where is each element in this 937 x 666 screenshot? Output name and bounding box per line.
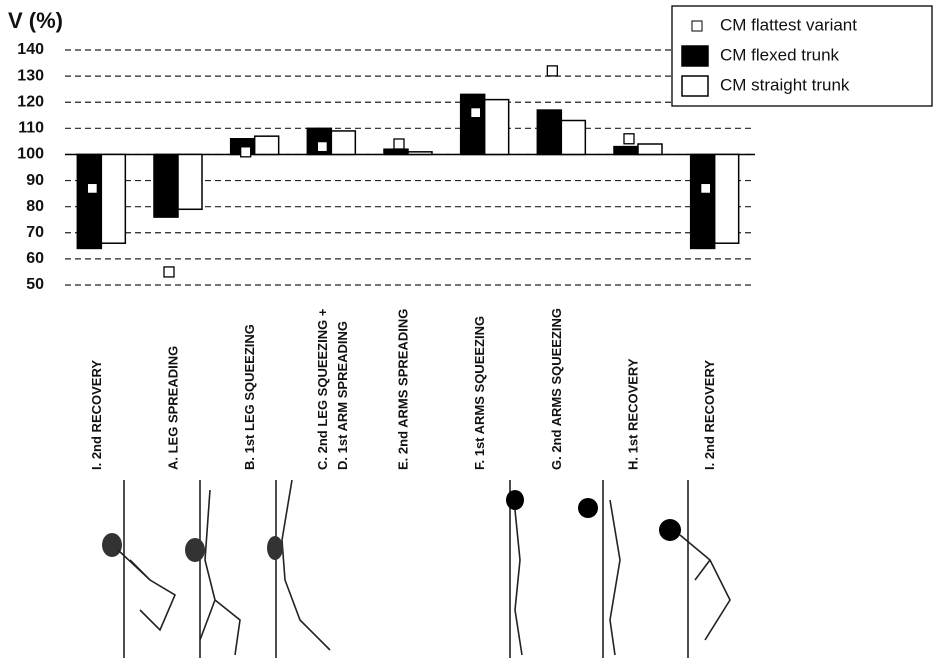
x-tick-label: D. 1st ARM SPREADING [335, 321, 350, 470]
legend-swatch [682, 46, 708, 66]
y-tick-label: 50 [26, 276, 44, 293]
x-tick-label: C. 2nd LEG SQUEEZING + [315, 308, 330, 470]
legend-label: CM flattest variant [720, 15, 857, 34]
x-tick-label: I. 2nd RECOVERY [702, 360, 717, 470]
legend-swatch [692, 21, 702, 31]
legend-swatch [682, 76, 708, 96]
y-tick-label: 90 [26, 172, 44, 189]
bar [178, 154, 202, 209]
marker [547, 66, 557, 76]
marker [701, 183, 711, 193]
legend-label: CM flexed trunk [720, 45, 840, 64]
y-tick-label: 60 [26, 250, 44, 267]
x-tick-label: F. 1st ARMS SQUEEZING [472, 316, 487, 470]
y-tick-label: 70 [26, 224, 44, 241]
legend: CM flattest variant CM flexed trunk CM str… [672, 6, 932, 106]
x-tick-label: A. LEG SPREADING [165, 346, 180, 470]
bar [384, 149, 408, 154]
bar [331, 131, 355, 155]
marker [241, 147, 251, 157]
marker [87, 183, 97, 193]
x-tick-label: I. 2nd RECOVERY [89, 360, 104, 470]
x-tick-label: E. 2nd ARMS SPREADING [395, 309, 410, 470]
y-tick-label: 130 [17, 67, 44, 84]
bar [537, 110, 561, 154]
chart: V (%) 50 60 70 80 90 100 110 120 130 140 I. 2nd RE… [0, 0, 937, 661]
y-tick-label: 100 [17, 146, 44, 163]
bar [77, 154, 101, 248]
bar [638, 144, 662, 154]
y-tick-label: 140 [17, 41, 44, 58]
bar [101, 154, 125, 243]
x-tick-label: B. 1st LEG SQUEEZING [242, 324, 257, 470]
x-tick-label: G. 2nd ARMS SQUEEZING [549, 308, 564, 470]
swimmer-figures [102, 480, 730, 658]
legend-label: CM straight trunk [720, 75, 850, 94]
bar [255, 136, 279, 154]
y-tick-label: 80 [26, 198, 44, 215]
bar [614, 147, 638, 155]
y-tick-label: 120 [17, 93, 44, 110]
bar [691, 154, 715, 248]
bar [485, 100, 509, 155]
bar [154, 154, 178, 217]
x-tick-label: H. 1st RECOVERY [625, 358, 640, 470]
bar [561, 121, 585, 155]
bar [408, 152, 432, 155]
marker [317, 142, 327, 152]
marker [624, 134, 634, 144]
marker [471, 108, 481, 118]
bar [461, 94, 485, 154]
y-axis-label: V (%) [8, 8, 63, 33]
bar [715, 154, 739, 243]
marker [394, 139, 404, 149]
marker [164, 267, 174, 277]
y-tick-label: 110 [18, 120, 44, 137]
